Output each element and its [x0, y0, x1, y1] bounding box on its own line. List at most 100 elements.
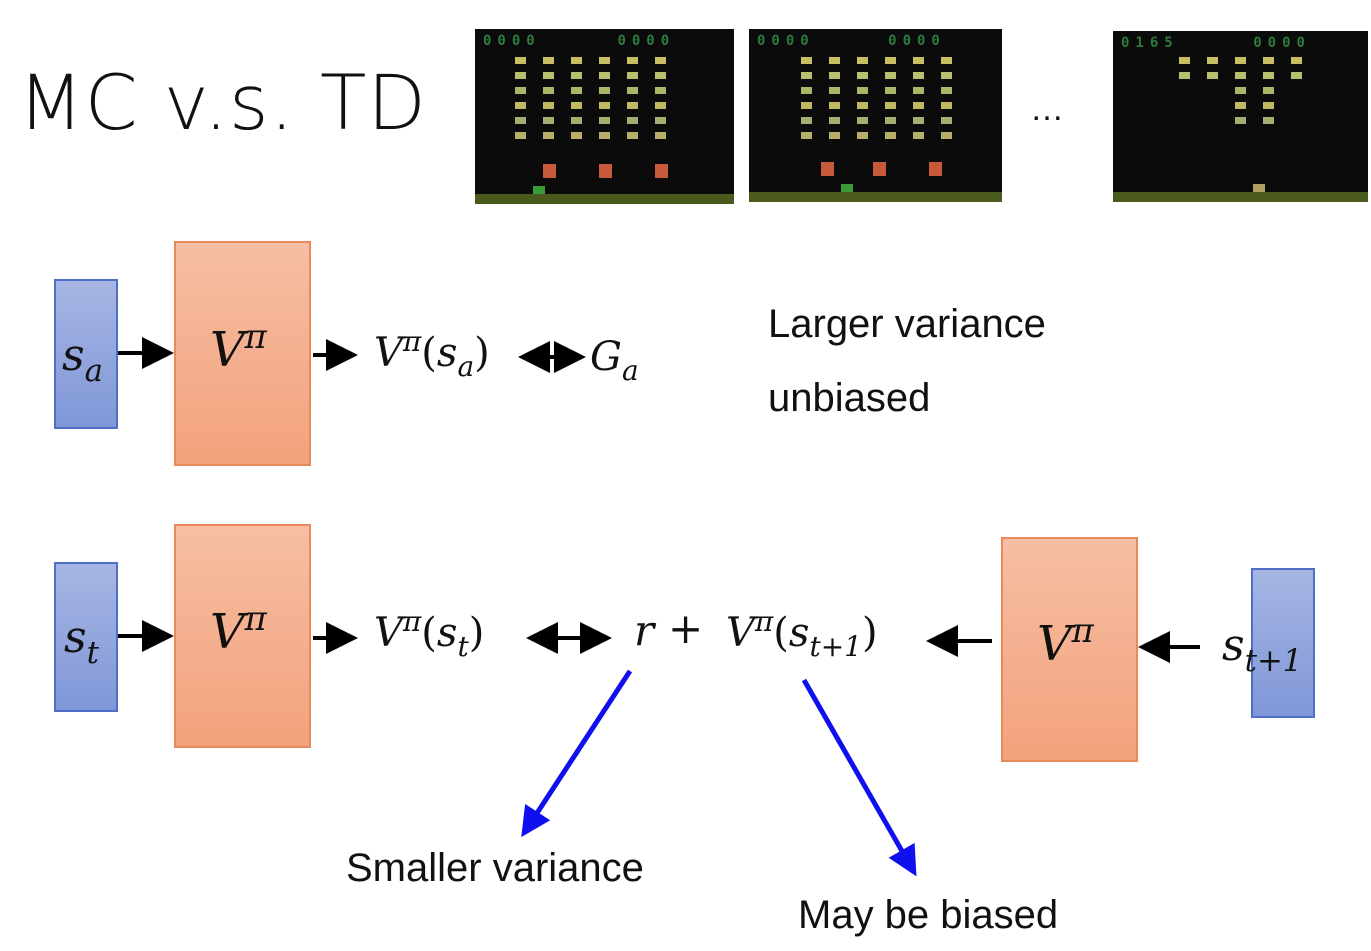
- game-invader: [543, 87, 554, 94]
- game-invader: [801, 72, 812, 79]
- game-invader: [515, 117, 526, 124]
- game-invader: [885, 72, 896, 79]
- game-invader: [885, 87, 896, 94]
- game-screen-render: 0000 0000: [475, 33, 734, 204]
- game-invader: [1235, 72, 1246, 79]
- game-player: [841, 184, 853, 192]
- game-invader: [1263, 72, 1274, 79]
- game-invader: [543, 72, 554, 79]
- game-invader: [1263, 102, 1274, 109]
- game-invader: [599, 102, 610, 109]
- game-screen-render: 0165 0000: [1113, 35, 1368, 202]
- ellipsis: …: [1030, 90, 1064, 128]
- game-screenshot-2: 0000 0000: [749, 29, 1002, 202]
- game-invader: [913, 57, 924, 64]
- game-player: [1253, 184, 1265, 192]
- game-invader: [655, 117, 666, 124]
- mc-state-label: sa: [62, 330, 103, 389]
- game-invader: [1263, 87, 1274, 94]
- td-next-value-network-label: Vπ: [1037, 610, 1094, 672]
- game-invader: [885, 102, 896, 109]
- game-invader: [913, 117, 924, 124]
- td-annotation-reward: Smaller variance: [346, 846, 644, 890]
- game-invader: [913, 102, 924, 109]
- game-invader: [515, 72, 526, 79]
- game-invader: [829, 87, 840, 94]
- blue-arrow-reward: [521, 669, 633, 838]
- game-invader: [941, 87, 952, 94]
- game-invader: [1235, 102, 1246, 109]
- td-state-label: st: [64, 612, 99, 671]
- game-invader: [941, 72, 952, 79]
- game-invader: [655, 87, 666, 94]
- game-score: 0000: [1253, 35, 1311, 51]
- mc-value-output: Vπ(sa): [374, 324, 490, 383]
- game-invader: [1179, 57, 1190, 64]
- game-invader: [571, 132, 582, 139]
- game-invader: [1263, 57, 1274, 64]
- game-invader: [515, 87, 526, 94]
- game-invader: [599, 87, 610, 94]
- game-invader: [571, 72, 582, 79]
- mc-value-network-label: Vπ: [210, 316, 267, 378]
- game-score: 0000: [483, 33, 541, 49]
- game-player: [533, 186, 545, 194]
- game-invader: [543, 132, 554, 139]
- blue-arrow-next-value: [801, 678, 917, 877]
- slide-title: MC v.s. TD: [18, 58, 427, 147]
- game-invader: [571, 102, 582, 109]
- td-value-network-box: [174, 524, 311, 748]
- td-next-value-network-box: [1001, 537, 1138, 762]
- game-bunker: [873, 162, 886, 176]
- game-score: 0000: [888, 33, 946, 49]
- mc-note-bias: unbiased: [768, 376, 931, 420]
- td-annotation-next: May be biased: [798, 893, 1059, 937]
- game-score: 0165: [1121, 35, 1179, 51]
- game-bunker: [929, 162, 942, 176]
- game-screen-render: 0000 0000: [749, 33, 1002, 202]
- game-ground: [1113, 192, 1368, 202]
- game-score: 0000: [757, 33, 815, 49]
- mc-return-target: Ga: [590, 334, 639, 387]
- td-next-value: Vπ(st+1): [726, 604, 878, 663]
- game-invader: [571, 117, 582, 124]
- game-invader: [829, 117, 840, 124]
- td-reward: r: [634, 606, 655, 655]
- game-invader: [857, 117, 868, 124]
- td-next-state-label: st+1: [1222, 620, 1303, 679]
- game-invader: [599, 57, 610, 64]
- game-invader: [1235, 57, 1246, 64]
- game-invader: [655, 102, 666, 109]
- td-state-box: [54, 562, 118, 712]
- game-invader: [1291, 72, 1302, 79]
- game-bunker: [543, 164, 556, 178]
- game-invader: [857, 72, 868, 79]
- game-score: 0000: [617, 33, 675, 49]
- game-invader: [801, 132, 812, 139]
- td-plus: +: [668, 604, 704, 653]
- game-invader: [913, 87, 924, 94]
- game-invader: [913, 72, 924, 79]
- game-invader: [857, 132, 868, 139]
- game-invader: [655, 57, 666, 64]
- game-invader: [829, 102, 840, 109]
- game-invader: [627, 117, 638, 124]
- game-ground: [475, 194, 734, 204]
- game-invader: [829, 72, 840, 79]
- game-invader: [885, 132, 896, 139]
- game-invader: [857, 57, 868, 64]
- game-invader: [515, 132, 526, 139]
- td-value-network-label: Vπ: [210, 598, 267, 660]
- game-bunker: [655, 164, 668, 178]
- game-invader: [1207, 57, 1218, 64]
- game-invader: [941, 132, 952, 139]
- game-invader: [627, 87, 638, 94]
- game-bunker: [821, 162, 834, 176]
- game-invader: [829, 132, 840, 139]
- game-invader: [599, 132, 610, 139]
- game-invader: [599, 72, 610, 79]
- game-screenshot-1: 0000 0000: [475, 29, 734, 204]
- game-invader: [857, 87, 868, 94]
- game-screenshot-3: 0165 0000: [1113, 31, 1368, 202]
